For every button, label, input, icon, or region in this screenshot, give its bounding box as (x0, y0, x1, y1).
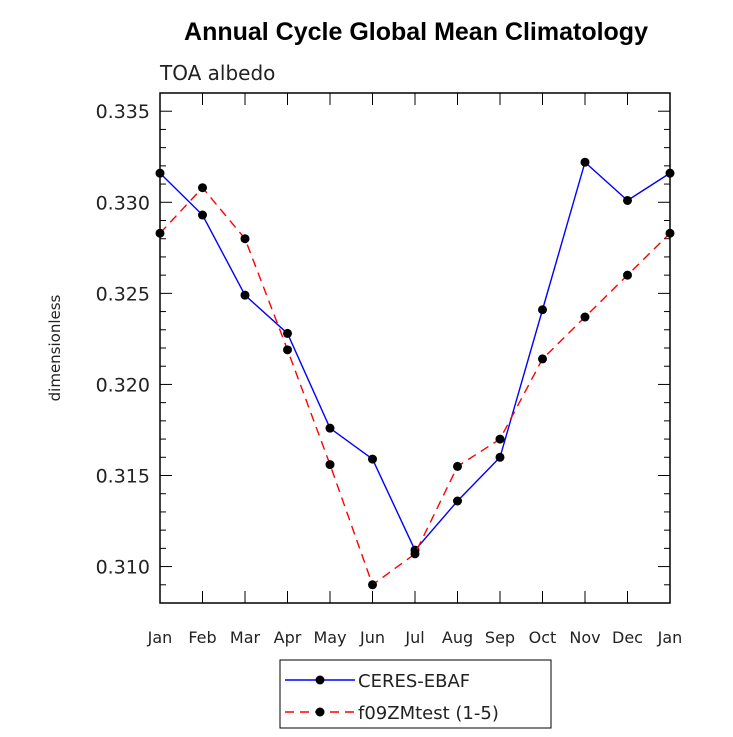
legend-label-0: CERES-EBAF (358, 671, 470, 692)
y-axis-label: dimensionless (46, 294, 64, 401)
series-1-point (410, 549, 420, 559)
series-line-1 (159, 186, 671, 586)
x-tick-label: Mar (230, 628, 261, 647)
x-tick-label: Jul (404, 628, 424, 647)
chart-subtitle: TOA albedo (159, 61, 275, 85)
series-1-point (495, 434, 505, 444)
series-1-point (623, 270, 632, 280)
x-tick-label: May (313, 628, 346, 647)
series-1-point (453, 461, 462, 471)
y-tick-label: 0.330 (96, 192, 150, 214)
series-line-0 (159, 160, 671, 552)
series-0-point (198, 210, 207, 220)
legend-label-1: f09ZMtest (1-5) (358, 703, 499, 724)
series-1-point (325, 460, 335, 470)
y-tick-label: 0.335 (96, 101, 150, 123)
y-tick-label: 0.325 (96, 283, 150, 305)
y-tick-label: 0.310 (96, 557, 150, 579)
x-tick-label: Dec (612, 628, 643, 647)
x-tick-label: Nov (569, 628, 600, 647)
y-tick-label: 0.320 (96, 374, 150, 396)
series-1-point (240, 234, 250, 244)
series-1-point (580, 312, 590, 322)
legend-marker-0 (315, 675, 325, 685)
legend: CERES-EBAF f09ZMtest (1-5) (285, 671, 499, 724)
x-tick-label: Feb (188, 628, 216, 647)
legend-marker-1 (315, 707, 325, 717)
series-1-point (538, 354, 547, 364)
x-tick-label: Oct (529, 628, 557, 647)
y-axis: 0.310 0.315 0.320 0.325 0.330 0.335 (96, 92, 670, 604)
series-0-point (325, 423, 335, 433)
series-0-point (368, 454, 377, 464)
series-0-point (538, 305, 547, 315)
x-tick-label: Jan (657, 628, 683, 647)
series-1-point (198, 183, 207, 193)
x-tick-label: Jun (359, 628, 385, 647)
series-0-point (495, 452, 505, 462)
series-0-point (665, 168, 675, 178)
chart-title: Annual Cycle Global Mean Climatology (184, 18, 648, 46)
legend-box (279, 659, 552, 729)
x-tick-label: Jan (147, 628, 173, 647)
series-1-point (665, 228, 675, 238)
series-0-point (623, 195, 632, 205)
x-axis: Jan Feb Mar Apr May Jun Jul Aug Sep Oct Nov Dec Jan (147, 93, 683, 647)
series-1-point (368, 580, 377, 590)
y-tick-label: 0.315 (96, 466, 150, 488)
series-1-point (155, 228, 165, 238)
series-0-point (155, 168, 165, 178)
series-0-point (453, 496, 462, 506)
x-tick-label: Apr (274, 628, 302, 647)
series-0-point (580, 157, 590, 167)
x-tick-label: Aug (442, 628, 473, 647)
series-layer (155, 157, 675, 590)
series-1-point (283, 345, 292, 355)
series-0-point (283, 328, 292, 338)
series-0-point (240, 290, 250, 300)
x-tick-label: Sep (485, 628, 515, 647)
